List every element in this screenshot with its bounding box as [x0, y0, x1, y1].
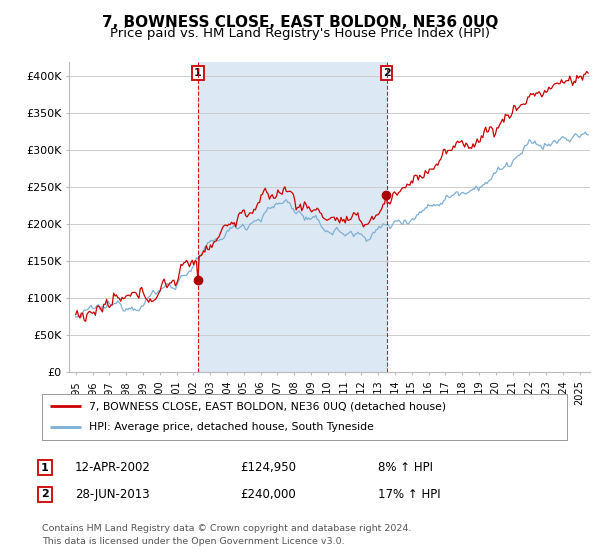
Text: Contains HM Land Registry data © Crown copyright and database right 2024.: Contains HM Land Registry data © Crown c…	[42, 524, 412, 533]
Text: 17% ↑ HPI: 17% ↑ HPI	[378, 488, 440, 501]
Text: 2: 2	[383, 68, 391, 78]
Text: 7, BOWNESS CLOSE, EAST BOLDON, NE36 0UQ: 7, BOWNESS CLOSE, EAST BOLDON, NE36 0UQ	[102, 15, 498, 30]
Text: This data is licensed under the Open Government Licence v3.0.: This data is licensed under the Open Gov…	[42, 537, 344, 546]
Text: Price paid vs. HM Land Registry's House Price Index (HPI): Price paid vs. HM Land Registry's House …	[110, 27, 490, 40]
Text: 8% ↑ HPI: 8% ↑ HPI	[378, 461, 433, 474]
Text: £124,950: £124,950	[240, 461, 296, 474]
Text: HPI: Average price, detached house, South Tyneside: HPI: Average price, detached house, Sout…	[89, 422, 374, 432]
Text: 7, BOWNESS CLOSE, EAST BOLDON, NE36 0UQ (detached house): 7, BOWNESS CLOSE, EAST BOLDON, NE36 0UQ …	[89, 401, 446, 411]
Bar	[198, 62, 386, 372]
Text: 2: 2	[41, 489, 49, 500]
Text: 12-APR-2002: 12-APR-2002	[75, 461, 151, 474]
Text: 1: 1	[194, 68, 202, 78]
Text: 1: 1	[41, 463, 49, 473]
Text: 28-JUN-2013: 28-JUN-2013	[75, 488, 149, 501]
Text: £240,000: £240,000	[240, 488, 296, 501]
